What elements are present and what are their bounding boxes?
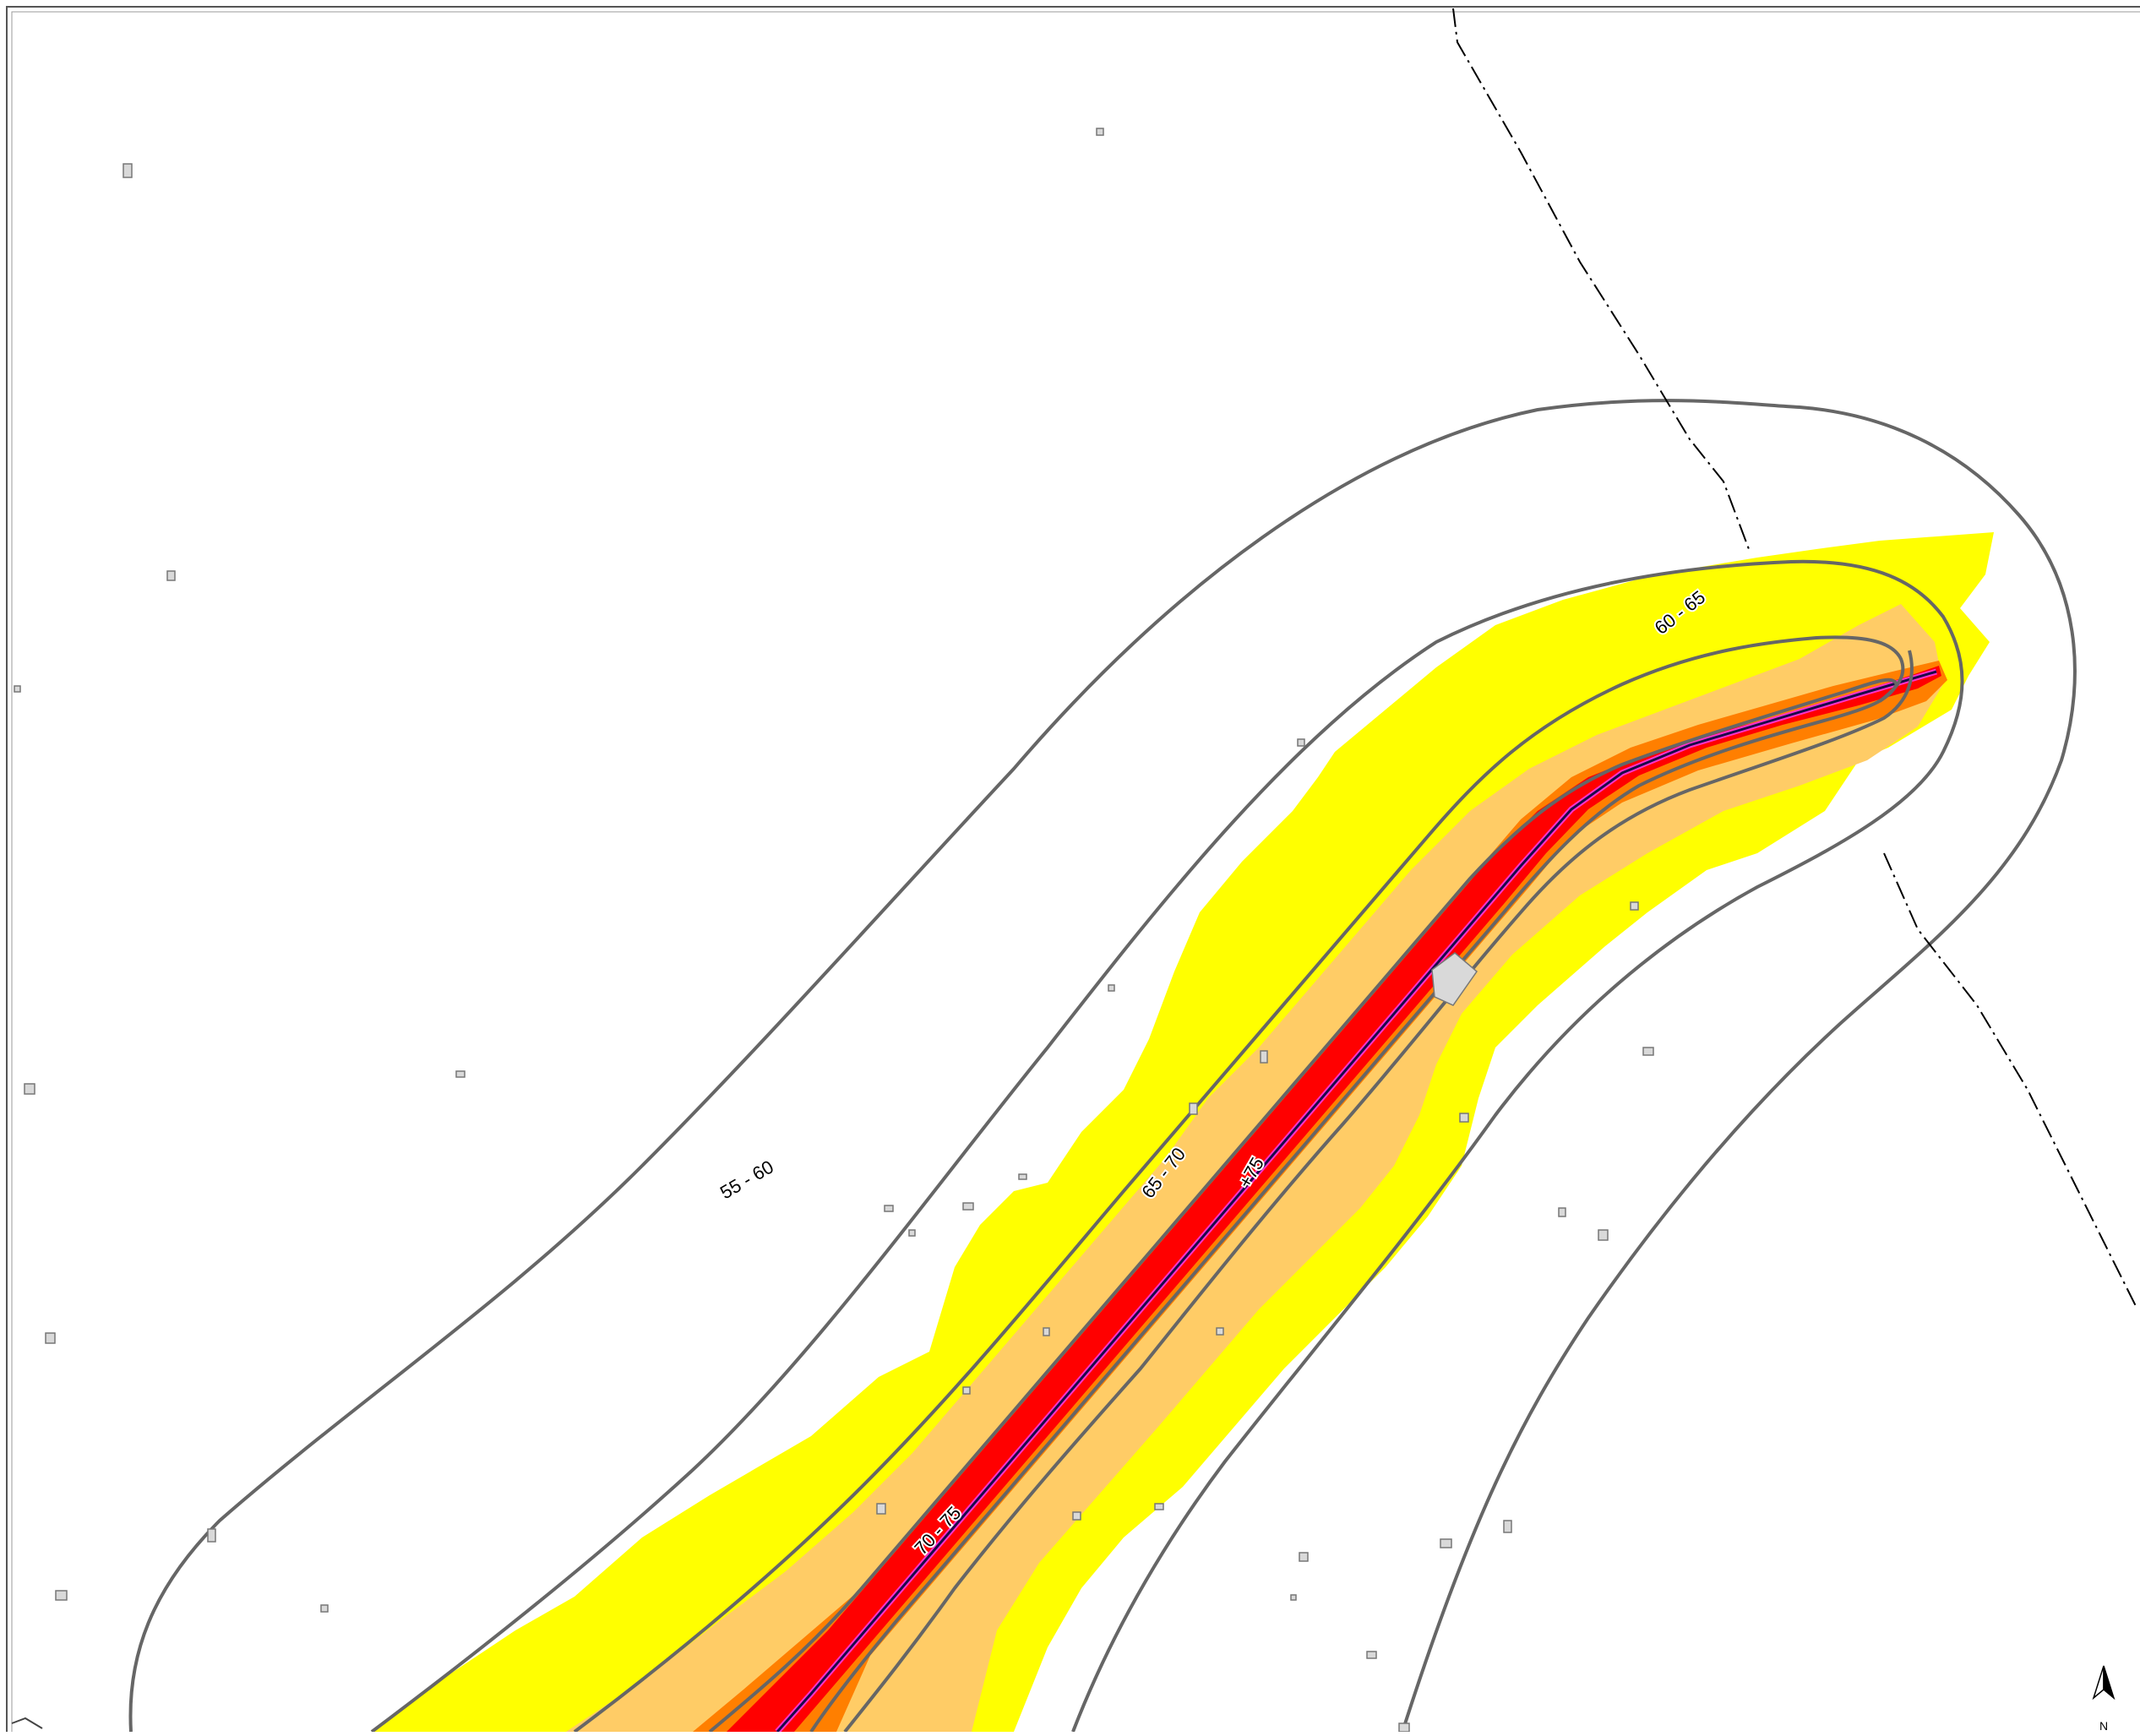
- building: [908, 1229, 916, 1237]
- building-large: [1431, 952, 1478, 1006]
- building: [1096, 128, 1104, 136]
- building: [455, 1070, 466, 1078]
- building: [1366, 1651, 1377, 1659]
- building: [962, 1386, 971, 1395]
- building: [14, 685, 21, 693]
- building: [1018, 1173, 1027, 1180]
- building: [24, 1083, 35, 1095]
- building: [166, 570, 176, 581]
- building: [1558, 1207, 1566, 1217]
- route-centerline: [776, 670, 1937, 1733]
- building: [55, 1590, 68, 1601]
- building: [1503, 1520, 1512, 1533]
- contour-60-65: [370, 559, 1964, 1733]
- contour-lines: [128, 399, 2077, 1733]
- building: [1189, 1102, 1198, 1115]
- building: [876, 1503, 886, 1515]
- contour-70-75-left: [708, 678, 1898, 1733]
- north-label: N: [2099, 1719, 2108, 1732]
- building: [320, 1604, 329, 1613]
- corner-detail: [11, 1717, 43, 1729]
- building: [207, 1528, 216, 1543]
- north-arrow-icon: N: [2092, 1665, 2115, 1733]
- building: [1440, 1538, 1452, 1548]
- building: [1072, 1511, 1081, 1521]
- contour-70-75-right: [809, 683, 1898, 1733]
- building: [123, 163, 133, 178]
- building: [1216, 1327, 1224, 1336]
- building: [1398, 1722, 1410, 1733]
- contour-65-70-right: [843, 650, 1914, 1733]
- building: [1260, 1050, 1268, 1064]
- building: [1290, 1594, 1297, 1601]
- building: [1108, 984, 1115, 992]
- building: [1630, 901, 1639, 911]
- boundary-line: [1452, 8, 2138, 1310]
- building: [1642, 1047, 1654, 1056]
- building: [1459, 1113, 1469, 1123]
- zone-75-plus: [727, 666, 1941, 1732]
- contour-55-60: [128, 399, 2077, 1733]
- buildings: [14, 128, 1654, 1733]
- building: [884, 1205, 894, 1212]
- building: [45, 1332, 56, 1344]
- building: [1297, 738, 1305, 747]
- label-55-60: 55 - 60: [716, 1156, 777, 1203]
- map-border: [6, 6, 2140, 1736]
- map-inner-border: [11, 11, 2140, 1736]
- building: [1598, 1229, 1609, 1241]
- building: [1299, 1552, 1309, 1562]
- building: [1154, 1503, 1164, 1510]
- building: [1043, 1327, 1050, 1336]
- building: [962, 1202, 974, 1211]
- contour-65-70-left: [573, 635, 1905, 1733]
